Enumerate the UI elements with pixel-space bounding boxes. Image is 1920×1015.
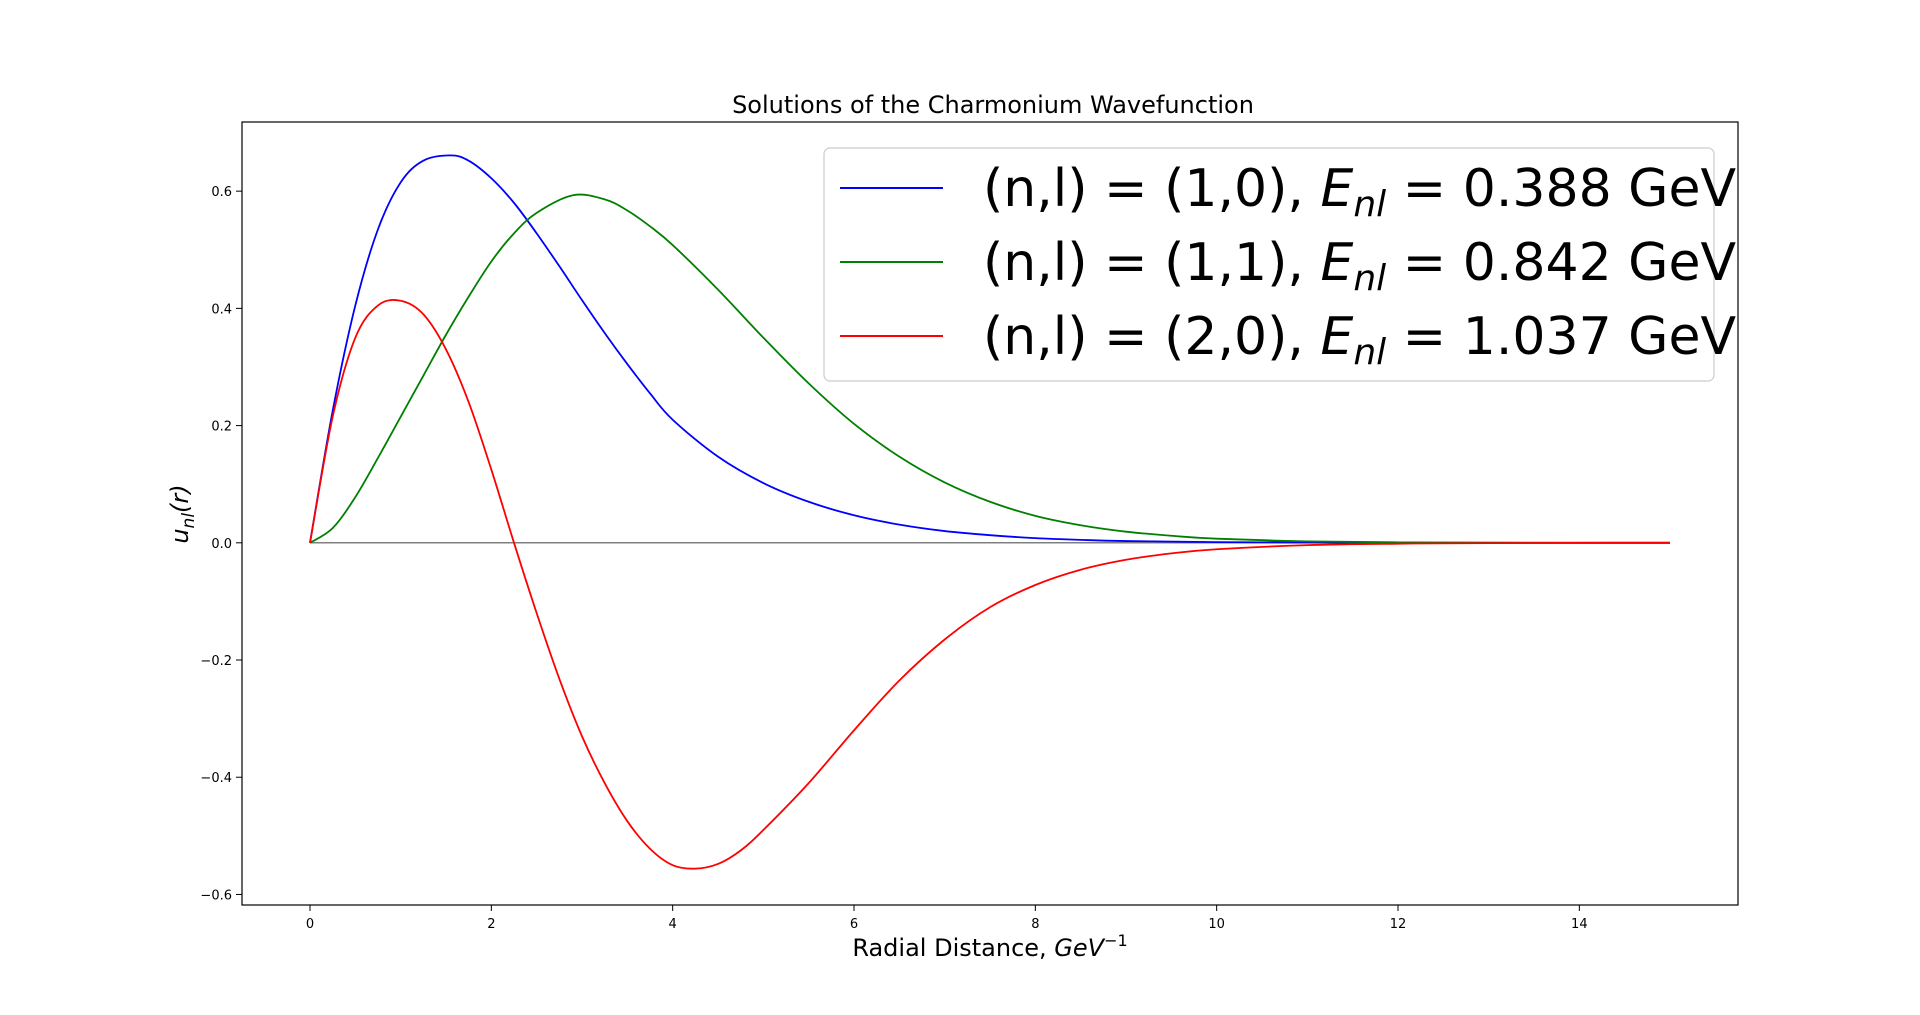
- x-axis-label-prefix: Radial Distance,: [852, 934, 1054, 962]
- x-axis-ticks: 0 2 4 6 8 10 12 14: [306, 905, 1588, 932]
- y-axis-ticks: −0.6 −0.4 −0.2 0.0 0.2 0.4 0.6: [200, 185, 242, 903]
- legend-box: [823, 147, 1715, 382]
- legend-label-1: (n,l) = (1,0), Enl = 0.388 GeV: [983, 159, 1736, 225]
- legend: (n,l) = (1,0), Enl = 0.388 GeV (n,l) = (1…: [823, 147, 1736, 382]
- y-tick-label: 0.2: [211, 420, 232, 435]
- plot-frame: [241, 121, 1739, 906]
- y-axis-label-suffix: (r): [166, 484, 194, 513]
- y-tick-label: −0.4: [200, 771, 232, 786]
- legend-label-2: (n,l) = (1,1), Enl = 0.842 GeV: [983, 233, 1736, 299]
- y-tick-label: −0.6: [200, 888, 232, 903]
- x-tick-label: 4: [669, 917, 677, 932]
- chart-title: Solutions of the Charmonium Wavefunction: [732, 91, 1254, 119]
- x-tick-label: 14: [1571, 917, 1588, 932]
- x-tick-label: 10: [1208, 917, 1225, 932]
- x-axis-label: Radial Distance, GeV−1: [852, 931, 1127, 962]
- x-tick-label: 2: [487, 917, 495, 932]
- y-axis-label-base: u: [166, 528, 194, 543]
- x-tick-label: 0: [306, 917, 314, 932]
- y-tick-label: 0.6: [211, 185, 232, 200]
- series-layer: [309, 154, 1671, 870]
- y-axis-label: unl(r): [166, 484, 199, 543]
- series-line-1: [309, 154, 1670, 544]
- x-axis-label-unit: GeV: [1054, 934, 1105, 962]
- series-line-3: [309, 299, 1671, 870]
- y-tick-label: 0.0: [211, 537, 232, 552]
- series-line-2: [309, 193, 1671, 544]
- x-tick-label: 8: [1031, 917, 1039, 932]
- y-tick-label: 0.4: [211, 302, 232, 317]
- plot-area: [309, 154, 1671, 870]
- legend-label-3: (n,l) = (2,0), Enl = 1.037 GeV: [983, 307, 1736, 373]
- y-tick-label: −0.2: [200, 654, 232, 669]
- y-axis-label-subscript: nl: [179, 513, 199, 529]
- x-axis-label-exponent: −1: [1104, 931, 1128, 950]
- x-tick-label: 6: [850, 917, 858, 932]
- x-tick-label: 12: [1390, 917, 1407, 932]
